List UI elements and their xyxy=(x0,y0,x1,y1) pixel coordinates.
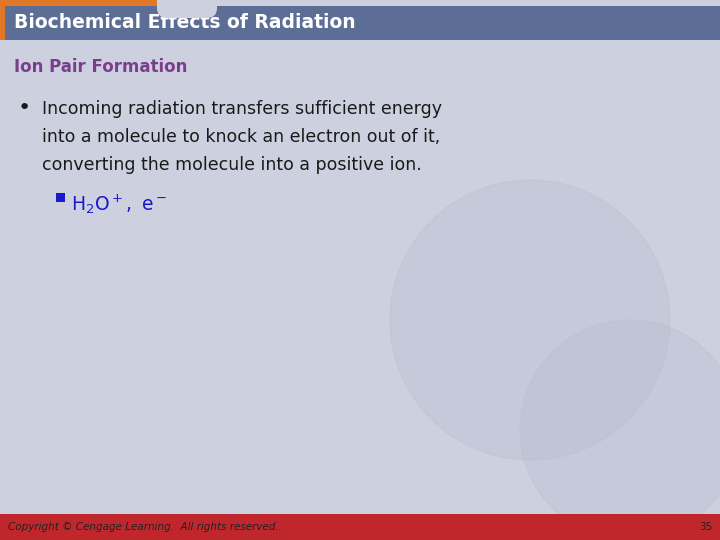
Bar xyxy=(4,0,189,6)
Circle shape xyxy=(390,180,670,460)
Bar xyxy=(0,514,720,540)
Text: Ion Pair Formation: Ion Pair Formation xyxy=(14,58,187,76)
Text: $\rm H_2O^+$$\rm ,\ e^-$: $\rm H_2O^+$$\rm ,\ e^-$ xyxy=(71,193,167,217)
Circle shape xyxy=(520,320,720,540)
Bar xyxy=(56,193,65,202)
Text: Copyright © Cengage Learning.  All rights reserved.: Copyright © Cengage Learning. All rights… xyxy=(8,522,279,532)
Text: 35: 35 xyxy=(698,522,712,532)
Bar xyxy=(0,6,720,40)
Text: into a molecule to knock an electron out of it,: into a molecule to knock an electron out… xyxy=(42,128,440,146)
Text: Biochemical Effects of Radiation: Biochemical Effects of Radiation xyxy=(14,14,356,32)
Bar xyxy=(0,0,5,40)
Text: •: • xyxy=(18,98,31,118)
FancyBboxPatch shape xyxy=(157,0,217,18)
Text: Incoming radiation transfers sufficient energy: Incoming radiation transfers sufficient … xyxy=(42,100,442,118)
Text: converting the molecule into a positive ion.: converting the molecule into a positive … xyxy=(42,156,422,174)
